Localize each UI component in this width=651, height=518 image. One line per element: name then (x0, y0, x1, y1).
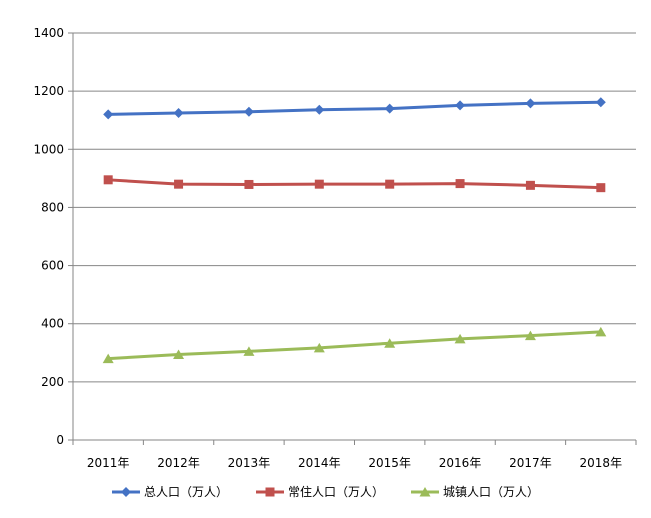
y-tick-label: 400 (41, 317, 64, 331)
x-tick-labels: 2011年 2012年 2013年 2014年 2015年 2016年 2017年 2018年 (87, 456, 622, 470)
y-tick-label: 200 (41, 375, 64, 389)
series-2 (103, 175, 606, 193)
series-line (106, 100, 603, 116)
data-point-square (265, 487, 275, 497)
data-point-square (103, 175, 113, 185)
x-tick-label: 2014年 (298, 456, 341, 470)
data-point-diamond (384, 103, 395, 114)
series-lines (102, 97, 607, 364)
data-point-diamond (121, 487, 131, 497)
data-point-square (174, 179, 184, 189)
data-point-diamond (525, 98, 536, 109)
y-tick-label: 0 (56, 433, 64, 447)
data-point-diamond (595, 97, 606, 108)
x-tick-label: 2016年 (439, 456, 482, 470)
data-point-triangle (173, 349, 185, 360)
data-point-square (525, 180, 535, 190)
y-tick-label: 600 (41, 259, 64, 273)
data-point-triangle (243, 346, 255, 356)
data-point-triangle (313, 342, 325, 353)
series-line (106, 178, 603, 190)
series-3 (102, 326, 607, 364)
x-tick-label: 2017年 (509, 456, 552, 470)
legend-item-3: 城镇人口（万人） (411, 485, 539, 499)
data-point-triangle (595, 326, 607, 337)
legend-label: 城镇人口（万人） (443, 485, 539, 499)
data-point-square (455, 179, 465, 189)
y-tick-label: 1200 (33, 84, 64, 98)
data-point-diamond (314, 104, 325, 115)
y-tick-label: 1000 (33, 142, 64, 156)
data-point-square (596, 183, 606, 193)
x-tick-label: 2011年 (87, 456, 130, 470)
legend-label: 常住人口（万人） (288, 485, 384, 499)
data-point-diamond (173, 107, 184, 118)
y-tick-labels: 0 200 400 600 800 1000 1200 1400 (33, 26, 64, 447)
data-point-diamond (103, 109, 114, 120)
legend-item-2: 常住人口（万人） (256, 485, 384, 499)
axes (68, 32, 637, 445)
y-tick-label: 1400 (33, 26, 64, 40)
data-point-square (385, 179, 395, 189)
x-tick-label: 2012年 (157, 456, 200, 470)
legend: 总人口（万人） 常住人口（万人） 城镇人口（万人） (112, 485, 539, 499)
data-point-triangle (419, 487, 431, 497)
data-point-diamond (243, 106, 254, 117)
gridlines (73, 32, 636, 383)
x-tick-label: 2015年 (368, 456, 411, 470)
series-1 (103, 97, 606, 120)
series-line (106, 330, 603, 361)
data-point-diamond (455, 100, 466, 111)
data-point-triangle (524, 330, 536, 341)
data-point-square (244, 179, 254, 189)
data-point-triangle (102, 353, 114, 364)
data-point-square (314, 179, 324, 189)
x-tick-label: 2013年 (228, 456, 271, 470)
legend-label: 总人口（万人） (144, 485, 228, 499)
data-point-triangle (454, 333, 466, 344)
y-tick-label: 800 (41, 200, 64, 214)
x-tick-label: 2018年 (580, 456, 623, 470)
legend-item-1: 总人口（万人） (112, 485, 228, 499)
data-point-triangle (384, 338, 396, 348)
